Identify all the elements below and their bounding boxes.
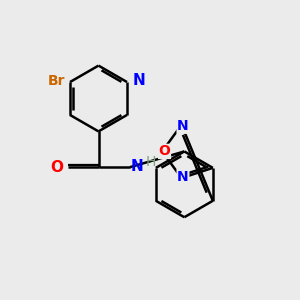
Text: H: H	[146, 155, 156, 169]
Text: O: O	[50, 160, 63, 175]
Text: N: N	[177, 169, 189, 184]
Text: O: O	[158, 144, 170, 158]
Text: N: N	[177, 119, 189, 133]
Text: Br: Br	[47, 74, 65, 88]
Text: N: N	[132, 73, 145, 88]
Text: N: N	[130, 159, 143, 174]
